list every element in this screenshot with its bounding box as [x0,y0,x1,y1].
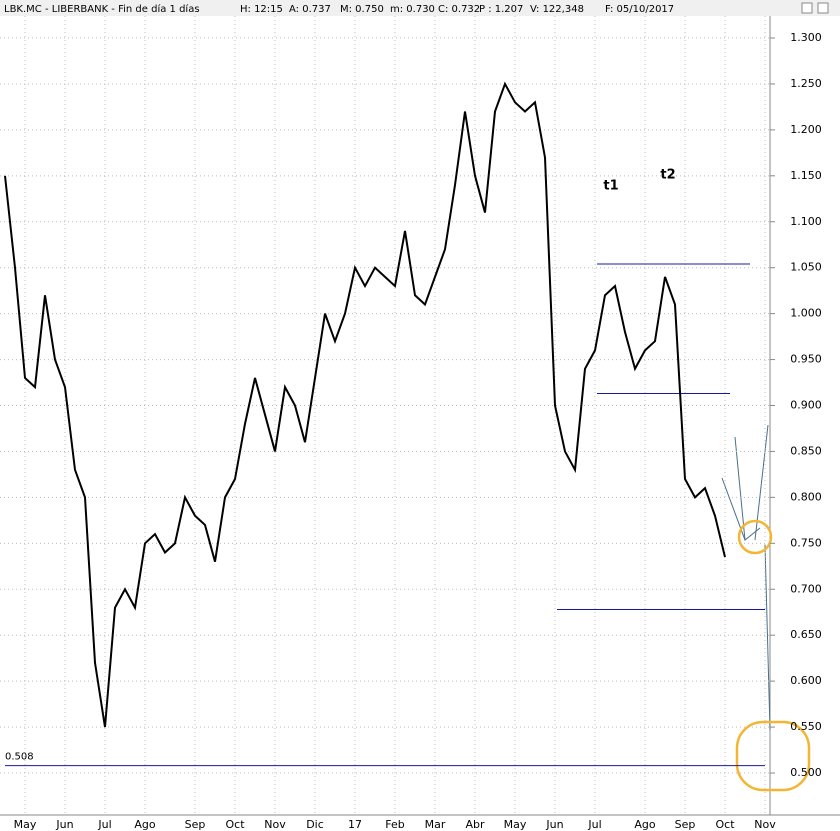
x-tick-label: Ago [634,818,656,831]
y-tick-label: 0.800 [790,490,822,503]
header-text: H: 12:15 [240,4,283,15]
header-text: F: 05/10/2017 [605,4,674,15]
y-tick-label: 0.900 [790,399,822,412]
annotation: t2 [660,168,675,183]
x-tick-label: Nov [754,818,776,831]
header-text: V: 122,348 [530,4,584,15]
x-tick-label: Jul [587,818,601,831]
x-tick-label: May [504,818,527,831]
y-tick-label: 0.700 [790,582,822,595]
y-tick-label: 1.300 [790,31,822,44]
level-label: 0.508 [5,752,34,763]
header-text: LBK.MC - LIBERBANK - Fin de día 1 días [4,3,200,15]
projection [721,424,811,792]
x-tick-label: Oct [715,818,735,831]
y-tick-label: 1.050 [790,261,822,274]
x-tick-label: Ago [134,818,156,831]
x-tick-label: Oct [225,818,245,831]
x-tick-label: Jun [545,818,563,831]
annotation: t1 [603,179,618,194]
x-tick-label: May [14,818,37,831]
y-tick-label: 1.100 [790,215,822,228]
x-tick-label: Jun [55,818,73,831]
y-tick-label: 1.000 [790,307,822,320]
window-button[interactable] [801,2,813,14]
y-tick-label: 0.550 [790,720,822,733]
y-tick-label: 1.150 [790,169,822,182]
x-tick-label: Abr [465,818,485,831]
arrow [734,436,746,541]
header-text: A: 0.737 [289,4,331,15]
y-tick-label: 0.950 [790,353,822,366]
arrow [764,544,771,731]
circle [737,519,773,555]
x-tick-label: Dic [306,818,324,831]
header-bar [0,0,840,16]
y-tick-label: 1.200 [790,123,822,136]
x-tick-label: Mar [425,818,446,831]
price-line [4,81,726,728]
y-tick-label: 0.850 [790,444,822,457]
x-tick-label: Feb [385,818,404,831]
y-tick-label: 0.600 [790,674,822,687]
header-text: C: 0.732 [438,4,480,15]
header-text: P : 1.207 [479,4,523,15]
x-tick-label: Jul [97,818,111,831]
x-tick-label: Sep [185,818,206,831]
circle [735,720,811,792]
x-tick-label: Nov [264,818,286,831]
window-button[interactable] [817,2,829,14]
y-tick-label: 1.250 [790,77,822,90]
header-text: m: 0.730 [390,4,435,15]
y-tick-label: 0.750 [790,536,822,549]
y-tick-label: 0.650 [790,628,822,641]
x-tick-label: 17 [348,818,362,831]
y-tick-label: 0.500 [790,766,822,779]
x-tick-label: Sep [675,818,696,831]
header-text: M: 0.750 [340,4,384,15]
